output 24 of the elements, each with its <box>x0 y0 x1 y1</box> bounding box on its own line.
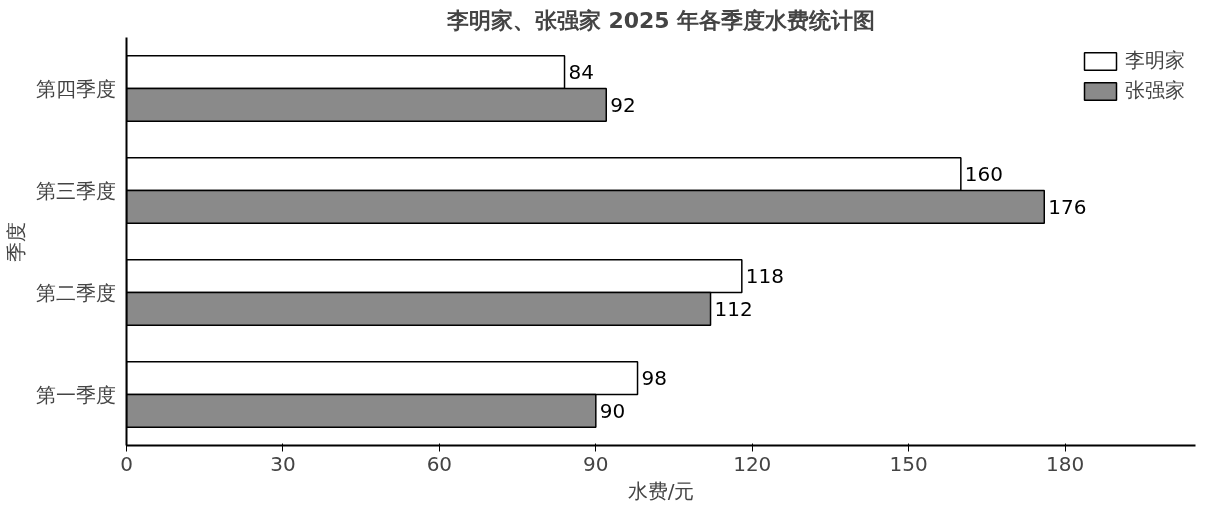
y-tick-label: 第一季度 <box>35 382 116 407</box>
x-tick-label: 0 <box>120 451 133 476</box>
y-tick-label: 第三季度 <box>35 178 116 203</box>
x-tick-label: 150 <box>889 451 928 476</box>
data-label: 90 <box>599 398 626 423</box>
data-label: 98 <box>641 366 667 391</box>
data-label: 84 <box>568 60 594 85</box>
data-label: 176 <box>1048 194 1087 219</box>
legend-label: 张强家 <box>1125 77 1185 104</box>
chart-title: 李明家、张强家 2025 年各季度水费统计图 <box>445 7 876 33</box>
data-label: 118 <box>745 264 785 289</box>
data-label: 112 <box>714 296 753 321</box>
y-tick-label: 第二季度 <box>35 280 116 305</box>
x-tick-label: 60 <box>426 451 453 476</box>
x-tick-label: 30 <box>270 451 296 476</box>
x-tick-label: 90 <box>583 451 609 476</box>
y-axis-title: 季度 <box>3 221 28 262</box>
x-tick-label: 120 <box>733 451 772 476</box>
y-tick-label: 第四季度 <box>35 76 116 101</box>
x-tick-label: 180 <box>1046 451 1085 476</box>
legend-label: 李明家 <box>1125 47 1185 74</box>
data-label: 92 <box>610 92 636 117</box>
x-axis-title: 水费/元 <box>627 478 695 503</box>
data-label: 160 <box>964 162 1004 187</box>
